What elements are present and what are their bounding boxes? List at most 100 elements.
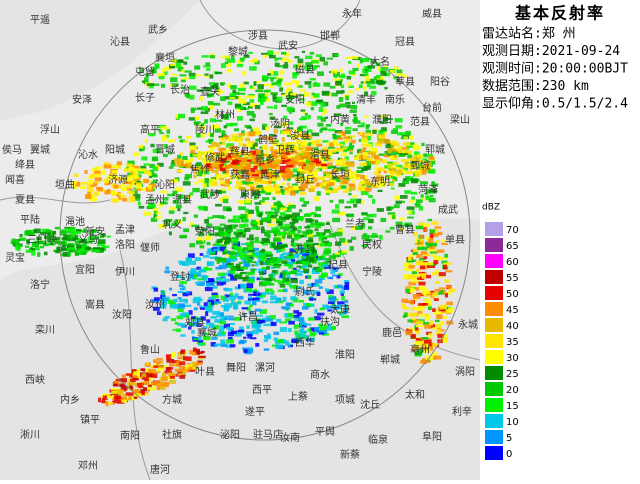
- echo-pixel: [215, 240, 221, 246]
- echo-pixel: [439, 304, 447, 310]
- echo-pixel: [402, 147, 406, 150]
- echo-pixel: [300, 256, 304, 259]
- echo-pixel: [248, 94, 255, 97]
- echo-pixel: [344, 168, 352, 173]
- echo-pixel: [359, 181, 367, 185]
- echo-pixel: [338, 199, 345, 204]
- echo-pixel: [201, 228, 207, 232]
- echo-pixel: [289, 221, 296, 224]
- echo-pixel: [262, 220, 269, 223]
- echo-pixel: [349, 109, 357, 113]
- echo-pixel: [263, 218, 270, 222]
- echo-pixel: [347, 90, 354, 94]
- echo-pixel: [271, 242, 276, 246]
- echo-pixel: [415, 203, 421, 208]
- echo-pixel: [200, 111, 209, 115]
- echo-pixel: [293, 156, 299, 162]
- echo-pixel: [299, 180, 305, 183]
- echo-pixel: [155, 212, 163, 215]
- legend-swatch: [485, 286, 503, 300]
- place-label: 灵宝: [5, 251, 25, 264]
- echo-pixel: [46, 237, 54, 240]
- echo-pixel: [79, 185, 87, 189]
- echo-pixel: [187, 278, 191, 282]
- echo-pixel: [290, 296, 297, 301]
- echo-pixel: [198, 232, 205, 237]
- echo-pixel: [261, 164, 267, 169]
- echo-pixel: [152, 166, 159, 172]
- echo-pixel: [446, 285, 452, 289]
- echo-pixel: [377, 66, 381, 71]
- echo-pixel: [67, 242, 74, 246]
- echo-pixel: [242, 95, 247, 98]
- echo-pixel: [303, 244, 309, 249]
- echo-pixel: [393, 177, 398, 182]
- legend-swatch: [485, 222, 503, 236]
- echo-pixel: [140, 389, 145, 393]
- legend-label: 15: [506, 401, 519, 412]
- echo-pixel: [204, 193, 209, 198]
- echo-pixel: [388, 183, 395, 186]
- echo-pixel: [387, 163, 393, 169]
- echo-pixel: [189, 94, 195, 100]
- place-label: 汝州: [145, 298, 165, 311]
- echo-pixel: [147, 171, 152, 177]
- echo-pixel: [294, 56, 300, 59]
- echo-pixel: [343, 304, 348, 308]
- echo-pixel: [335, 241, 342, 246]
- echo-pixel: [389, 140, 398, 144]
- echo-pixel: [375, 184, 383, 188]
- echo-pixel: [311, 158, 319, 163]
- echo-pixel: [412, 252, 418, 256]
- echo-pixel: [147, 384, 152, 388]
- place-label: 鄄城: [410, 160, 430, 172]
- place-label: 永年: [342, 7, 362, 20]
- echo-pixel: [218, 227, 225, 232]
- echo-pixel: [226, 169, 230, 174]
- echo-pixel: [320, 265, 326, 270]
- echo-pixel: [91, 229, 96, 233]
- echo-pixel: [365, 58, 372, 61]
- echo-pixel: [54, 237, 61, 240]
- echo-pixel: [200, 173, 206, 177]
- echo-pixel: [226, 207, 232, 212]
- echo-pixel: [315, 224, 321, 228]
- echo-pixel: [307, 232, 314, 237]
- echo-pixel: [365, 238, 373, 242]
- echo-pixel: [227, 157, 233, 161]
- echo-pixel: [234, 128, 239, 132]
- echo-pixel: [361, 179, 367, 183]
- echo-pixel: [290, 223, 295, 228]
- echo-pixel: [10, 240, 15, 245]
- place-label: 屯留: [135, 65, 155, 78]
- echo-pixel: [232, 244, 238, 248]
- echo-pixel: [242, 234, 246, 238]
- echo-pixel: [260, 154, 268, 157]
- echo-pixel: [330, 165, 337, 169]
- panel-title: 基本反射率: [514, 4, 605, 23]
- echo-pixel: [425, 316, 430, 321]
- echo-pixel: [299, 323, 307, 328]
- echo-pixel: [317, 71, 324, 76]
- echo-pixel: [143, 387, 147, 392]
- echo-pixel: [334, 75, 338, 78]
- echo-pixel: [407, 274, 416, 280]
- echo-pixel: [188, 72, 196, 77]
- echo-pixel: [143, 163, 150, 166]
- echo-pixel: [284, 52, 290, 57]
- echo-pixel: [390, 167, 397, 173]
- echo-pixel: [248, 296, 253, 299]
- echo-pixel: [309, 303, 315, 306]
- echo-pixel: [325, 258, 331, 263]
- place-label: 驻马店: [253, 428, 283, 441]
- echo-pixel: [431, 181, 436, 186]
- echo-pixel: [321, 60, 325, 63]
- echo-pixel: [311, 92, 315, 96]
- echo-pixel: [250, 183, 255, 187]
- echo-pixel: [290, 229, 296, 233]
- echo-pixel: [293, 145, 300, 149]
- echo-pixel: [379, 69, 385, 73]
- echo-pixel: [432, 343, 438, 347]
- echo-pixel: [283, 288, 288, 293]
- echo-pixel: [273, 246, 282, 250]
